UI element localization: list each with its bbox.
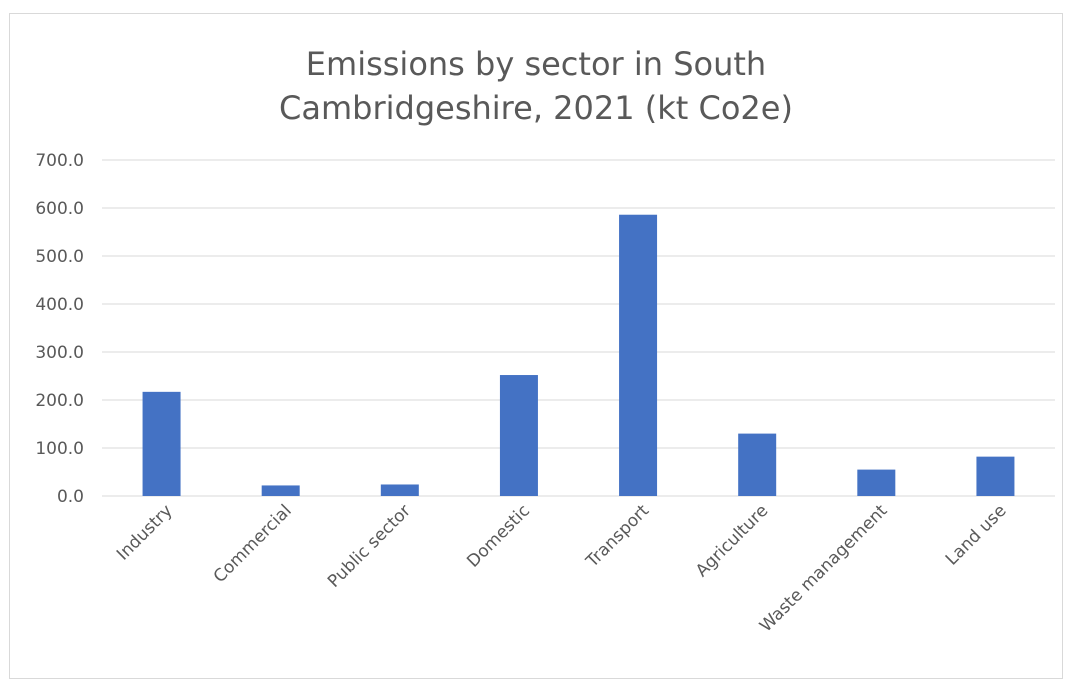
y-tick-label: 100.0 [35,439,84,459]
x-category-label: Domestic [463,501,534,572]
gridlines [102,159,1055,497]
bar-transport [619,214,658,496]
bar-land-use [976,456,1015,496]
y-tick-label: 400.0 [35,295,84,315]
bar-agriculture [738,433,777,496]
bar-waste-management [857,469,896,496]
x-category-label: Agriculture [692,501,772,581]
x-category-label: Industry [113,501,177,565]
bars [142,214,1015,496]
y-axis-tick-labels: 0.0 100.0 200.0 300.0 400.0 500.0 600.0 700.0 [35,151,84,507]
y-tick-label: 500.0 [35,247,84,267]
bar-domestic [499,375,538,496]
chart-frame [9,13,1063,679]
x-category-label: Waste management [756,501,892,637]
bar-commercial [261,485,300,496]
x-category-label: Commercial [210,501,296,587]
x-category-label: Public sector [324,501,415,592]
bar-public-sector [380,484,419,496]
y-tick-label: 200.0 [35,391,84,411]
y-tick-label: 300.0 [35,343,84,363]
chart-title: Emissions by sector in South Cambridgesh… [279,45,793,127]
x-axis-category-labels: Industry Commercial Public sector Domestic T… [113,501,1010,637]
y-tick-label: 0.0 [57,487,84,507]
chart-title-container: Emissions by sector in South Cambridgesh… [0,42,1072,130]
x-category-label: Transport [582,501,653,572]
y-tick-label: 700.0 [35,151,84,171]
y-tick-label: 600.0 [35,199,84,219]
x-category-label: Land use [942,501,1011,570]
bar-industry [142,391,181,496]
